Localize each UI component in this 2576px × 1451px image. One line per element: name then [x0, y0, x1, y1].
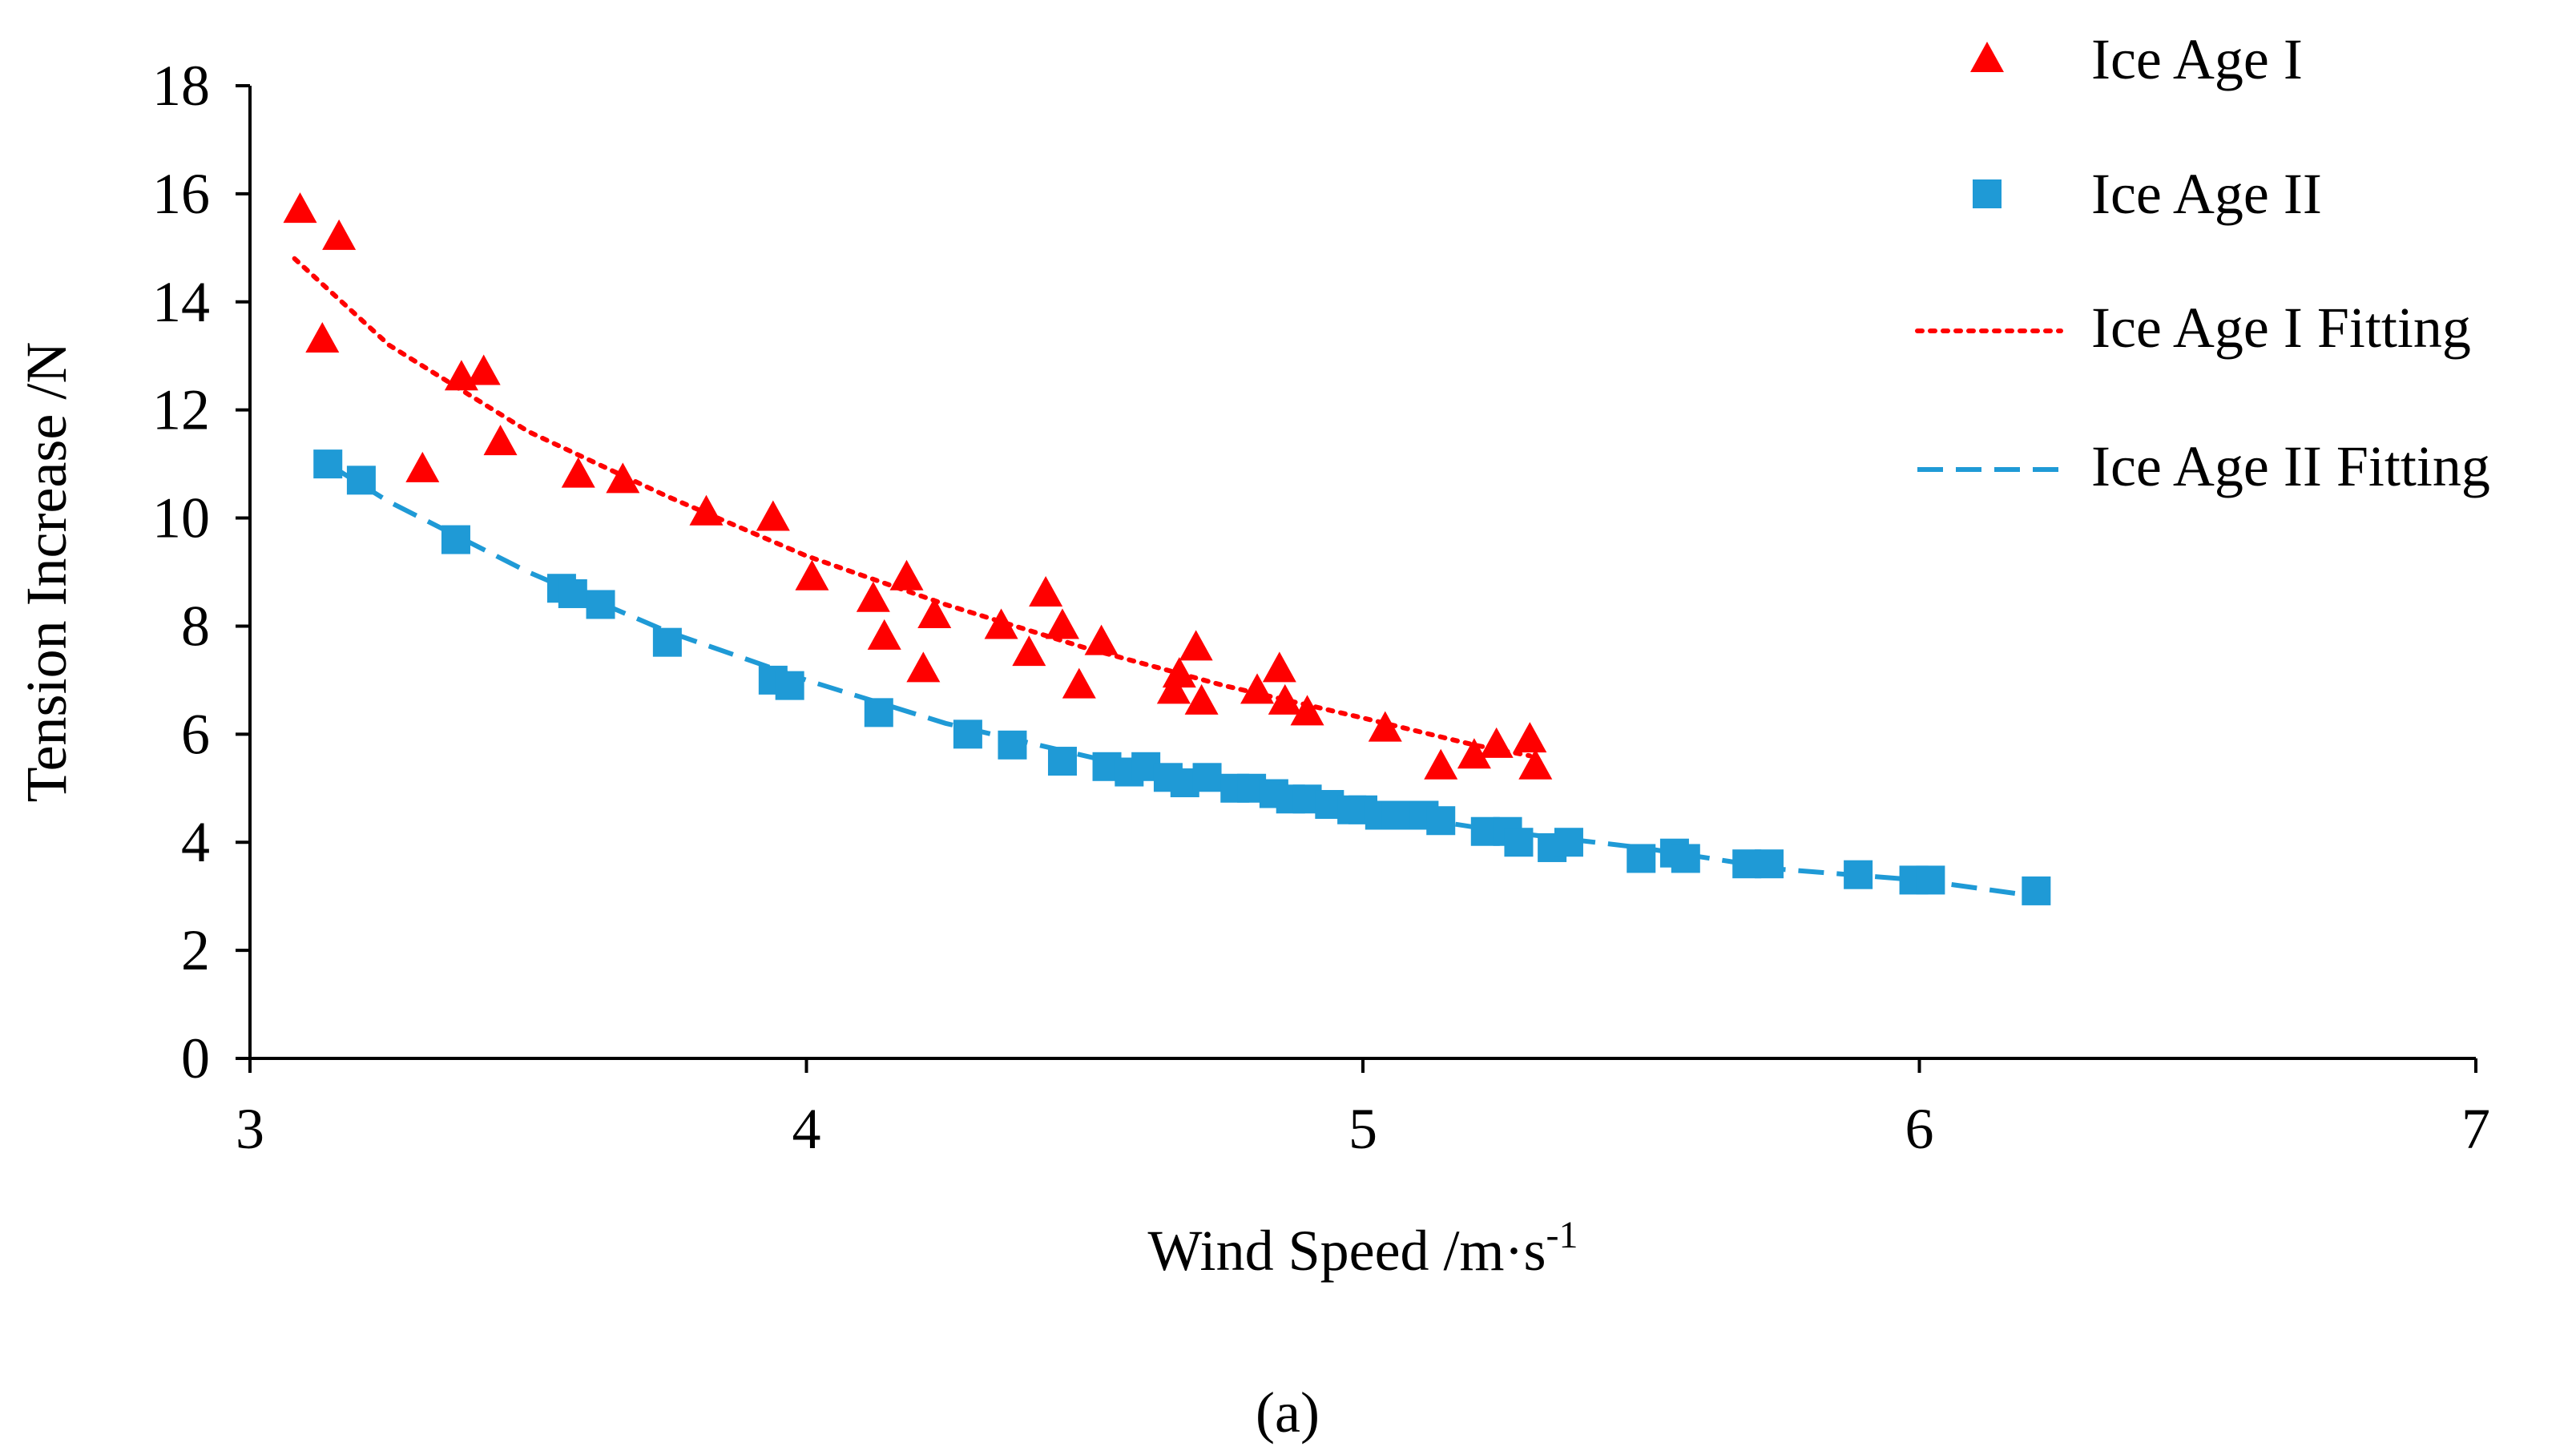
ice-age-ii-point — [1381, 800, 1411, 830]
ice-age-ii-point — [652, 627, 682, 657]
ice-age-ii-point — [558, 578, 587, 608]
axes — [248, 86, 2476, 1060]
y-tick-label: 14 — [152, 270, 210, 334]
ice-age-i-point — [283, 192, 317, 224]
ice-age-i-point — [1184, 683, 1219, 715]
legend-label-ice-age-ii-fitting: Ice Age II Fitting — [2091, 434, 2490, 498]
ice-age-ii-point — [1844, 860, 1873, 889]
ice-age-i-point — [1513, 722, 1547, 753]
ice-age-i-point — [1156, 673, 1191, 704]
ice-age-i-point — [1368, 711, 1402, 742]
ice-age-ii-point — [1047, 747, 1077, 776]
ice-age-i-point — [856, 581, 890, 612]
y-tick-label: 4 — [181, 810, 210, 874]
ice-age-i-point — [1240, 673, 1275, 704]
ice-age-i-point — [483, 425, 518, 456]
ticks: 3 4 5 6 7 0 2 4 6 8 10 12 14 16 18 — [152, 54, 2490, 1161]
ice-age-i-point — [1162, 657, 1196, 688]
legend-item-ice-age-ii-fitting: Ice Age II Fitting — [1917, 434, 2490, 498]
ice-age-i-point — [322, 219, 357, 250]
x-tick-label: 3 — [236, 1097, 264, 1161]
x-tick-label: 5 — [1348, 1097, 1377, 1161]
ice-age-ii-point — [1754, 849, 1784, 879]
y-tick-label: 8 — [181, 594, 210, 658]
y-tick-label: 0 — [181, 1026, 210, 1090]
y-tick-label: 10 — [152, 486, 210, 550]
y-tick-label: 18 — [152, 54, 210, 118]
ice-age-ii-point — [1192, 763, 1222, 792]
ice-age-ii-point — [313, 449, 343, 479]
ice-age-ii-point — [441, 525, 470, 554]
ice-age-ii-point — [2022, 876, 2051, 905]
ice-age-ii-point — [586, 590, 615, 619]
y-tick-label: 2 — [181, 918, 210, 982]
ice-age-i-point — [795, 559, 829, 590]
legend-swatch-ice-age-ii — [1973, 179, 2002, 208]
ice-age-ii-point — [953, 719, 982, 749]
ice-age-i-point — [1268, 683, 1302, 715]
y-tick-label: 12 — [152, 378, 210, 442]
ice-age-i-point — [867, 619, 901, 650]
ice-age-i-fitting-line — [292, 256, 1533, 759]
y-tick-label: 16 — [152, 162, 210, 226]
ice-age-i-point — [984, 608, 1018, 639]
x-tick-label: 6 — [1905, 1097, 1934, 1161]
ice-age-ii-point — [775, 671, 804, 700]
data-markers — [283, 192, 2051, 905]
y-axis-title: Tension Increase /N — [14, 342, 79, 803]
ice-age-i-point — [1012, 635, 1046, 667]
ice-age-i-point — [1179, 630, 1213, 661]
y-tick-label: 6 — [181, 702, 210, 766]
x-axis-title: Wind Speed /m·s-1 — [1147, 1214, 1578, 1283]
ice-age-i-point — [1518, 748, 1553, 780]
ice-age-i-point — [405, 451, 440, 482]
ice-age-i-point — [1084, 624, 1119, 655]
legend-swatch-ice-age-i — [1970, 42, 2004, 72]
ice-age-ii-point — [1554, 828, 1583, 857]
ice-age-i-point — [1457, 738, 1491, 769]
ice-age-ii-point — [998, 730, 1027, 760]
ice-age-i-point — [1029, 575, 1063, 607]
ice-age-i-point — [561, 457, 595, 488]
ice-age-ii-point — [1916, 865, 1945, 895]
ice-age-ii-point — [864, 698, 893, 728]
ice-age-i-point — [917, 597, 952, 628]
ice-age-i-point — [1062, 667, 1096, 699]
legend-label-ice-age-ii: Ice Age II — [2091, 162, 2322, 226]
ice-age-i-point — [466, 354, 501, 385]
ice-age-i-point — [1479, 727, 1514, 758]
ice-age-i-point — [906, 651, 941, 683]
ice-age-ii-point — [1671, 844, 1700, 873]
ice-age-ii-point — [1504, 828, 1534, 857]
figure-caption: (a) — [1256, 1380, 1320, 1445]
ice-age-ii-point — [1627, 844, 1656, 873]
ice-age-i-point — [889, 559, 924, 590]
legend-item-ice-age-ii: Ice Age II — [1973, 162, 2322, 226]
ice-age-i-point — [305, 321, 340, 353]
legend-label-ice-age-i: Ice Age I — [2091, 27, 2303, 91]
legend-item-ice-age-i-fitting: Ice Age I Fitting — [1915, 296, 2471, 360]
ice-age-i-point — [1262, 651, 1296, 683]
ice-age-i-point — [1424, 748, 1458, 780]
ice-age-i-point — [756, 500, 790, 531]
ice-age-i-point — [606, 462, 640, 494]
legend: Ice Age I Ice Age II Ice Age I Fitting Ice … — [1915, 27, 2490, 498]
ice-age-i-point — [1045, 608, 1079, 639]
ice-age-ii-point — [346, 466, 376, 495]
x-tick-label: 7 — [2461, 1097, 2490, 1161]
ice-age-i-point — [689, 494, 724, 526]
ice-age-i-point — [1290, 695, 1324, 726]
x-tick-label: 4 — [792, 1097, 821, 1161]
legend-item-ice-age-i: Ice Age I — [1970, 27, 2303, 91]
legend-label-ice-age-i-fitting: Ice Age I Fitting — [2091, 296, 2471, 360]
x-axis-title-superscript: -1 — [1546, 1214, 1578, 1256]
ice-age-ii-point — [1426, 806, 1456, 836]
